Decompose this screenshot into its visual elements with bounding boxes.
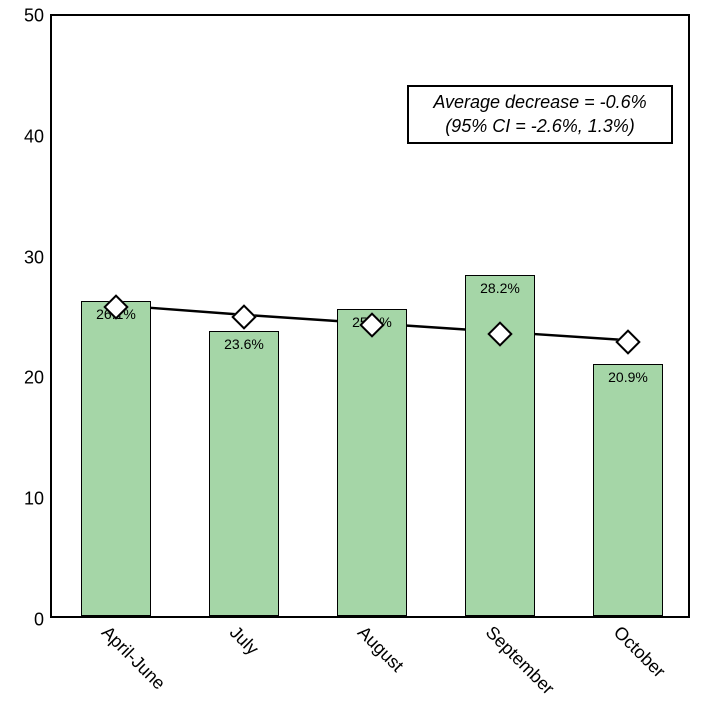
- y-tick-label: 20: [24, 368, 52, 389]
- chart-container: 0 10 20 30 40 50 26.1%April-June 23.6% July 25.4%…: [0, 0, 709, 727]
- y-tick-label: 10: [24, 489, 52, 510]
- annotation-line: Average decrease = -0.6%: [419, 91, 661, 114]
- bar-value-label: 28.2%: [466, 280, 534, 296]
- bar: 23.6%: [209, 331, 279, 616]
- x-tick-label: April-June: [97, 622, 169, 694]
- y-tick-label: 50: [24, 6, 52, 27]
- annotation-box: Average decrease = -0.6%(95% CI = -2.6%,…: [407, 85, 673, 144]
- bar-value-label: 20.9%: [594, 369, 662, 385]
- plot-area: 0102030405026.1%April-June23.6%July25.4%…: [50, 14, 690, 618]
- annotation-line: (95% CI = -2.6%, 1.3%): [419, 115, 661, 138]
- bar: 25.4%: [337, 309, 407, 616]
- x-tick-label: October: [609, 622, 669, 682]
- y-tick-label: 40: [24, 126, 52, 147]
- bar: 20.9%: [593, 364, 663, 616]
- y-tick-label: 0: [34, 610, 52, 631]
- x-tick-label: August: [353, 622, 407, 676]
- bar: 26.1%: [81, 301, 151, 616]
- y-tick-label: 30: [24, 247, 52, 268]
- x-tick-label: September: [481, 622, 558, 699]
- x-tick-label: July: [225, 622, 262, 659]
- bar-value-label: 23.6%: [210, 336, 278, 352]
